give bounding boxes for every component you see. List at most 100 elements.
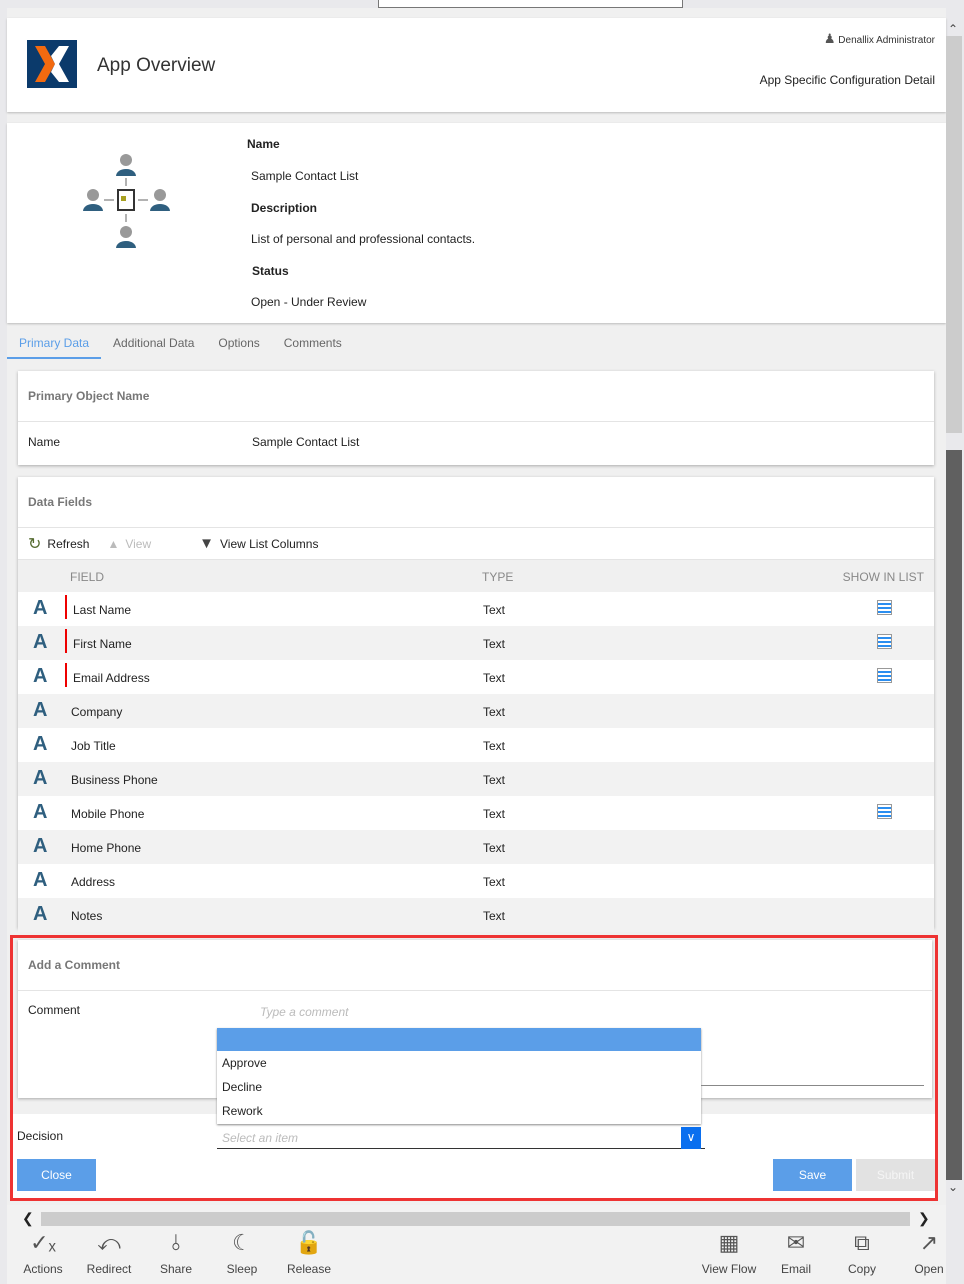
view-flow-button[interactable]: ▦ View Flow: [699, 1230, 759, 1276]
field-name: Mobile Phone: [71, 807, 145, 821]
table-row[interactable]: A Company Text: [18, 694, 934, 728]
status-value: Open - Under Review: [251, 295, 367, 309]
app-logo: [27, 40, 77, 88]
view-label: View: [125, 536, 152, 551]
decision-select[interactable]: Select an item ∨: [217, 1127, 705, 1149]
description-value: List of personal and professional contac…: [251, 232, 476, 246]
text-type-icon: A: [33, 903, 48, 925]
table-row[interactable]: A Notes Text: [18, 898, 934, 932]
show-in-list-icon: [877, 668, 892, 683]
refresh-button[interactable]: ↻ Refresh: [28, 534, 89, 554]
page-subtitle: App Specific Configuration Detail: [759, 73, 935, 87]
sleep-button[interactable]: ☾ Sleep: [212, 1230, 272, 1276]
decision-dropdown: Approve Decline Rework: [217, 1028, 701, 1124]
column-field[interactable]: FIELD: [70, 570, 105, 584]
save-button[interactable]: Save: [773, 1159, 852, 1191]
redirect-button[interactable]: ⤺ Redirect: [79, 1230, 139, 1276]
close-button[interactable]: Close: [17, 1159, 96, 1191]
tab-bar: Primary Data Additional Data Options Commen…: [7, 325, 354, 359]
primary-object-panel: Primary Object Name Name Sample Contact …: [18, 371, 934, 465]
table-row[interactable]: A Email Address Text: [18, 660, 934, 694]
column-show-in-list[interactable]: SHOW IN LIST: [842, 570, 924, 584]
name-value: Sample Contact List: [251, 169, 359, 183]
tab-additional-data[interactable]: Additional Data: [113, 336, 195, 350]
user-menu[interactable]: ♟ Denallix Administrator: [824, 31, 935, 47]
scroll-right-icon[interactable]: ❯: [918, 1210, 930, 1226]
tab-options[interactable]: Options: [218, 336, 260, 350]
open-label: Open: [914, 1262, 944, 1276]
scroll-left-icon[interactable]: ❮: [22, 1210, 34, 1226]
show-in-list-icon: [877, 600, 892, 615]
scroll-up-icon[interactable]: ⌃: [948, 22, 959, 36]
table-row[interactable]: A Job Title Text: [18, 728, 934, 762]
user-name: Denallix Administrator: [838, 35, 935, 46]
comment-label: Comment: [28, 1003, 81, 1017]
share-icon: ⫰: [171, 1230, 181, 1255]
tab-primary-data[interactable]: Primary Data: [7, 325, 102, 359]
field-type: Text: [483, 705, 506, 719]
redirect-icon: ⤺: [97, 1230, 121, 1255]
email-button[interactable]: ✉ Email: [766, 1230, 826, 1276]
text-type-icon: A: [33, 665, 48, 687]
copy-icon: ⧉: [854, 1230, 870, 1255]
table-row[interactable]: A Mobile Phone Text: [18, 796, 934, 830]
table-row[interactable]: A Business Phone Text: [18, 762, 934, 796]
table-header: FIELD TYPE SHOW IN LIST: [18, 560, 934, 592]
field-type: Text: [483, 671, 506, 685]
actions-icon: ✓ₓ: [30, 1230, 56, 1255]
field-name: Notes: [71, 909, 103, 923]
refresh-label: Refresh: [47, 536, 90, 551]
text-type-icon: A: [33, 699, 48, 721]
submit-button[interactable]: Submit: [856, 1159, 935, 1191]
email-label: Email: [780, 1262, 811, 1276]
app-diagram-icon: [82, 152, 172, 253]
decision-label: Decision: [17, 1129, 64, 1143]
scroll-down-icon[interactable]: ⌄: [948, 1180, 959, 1194]
redirect-label: Redirect: [86, 1262, 132, 1276]
table-row[interactable]: A Home Phone Text: [18, 830, 934, 864]
share-button[interactable]: ⫰ Share: [146, 1230, 206, 1276]
field-name: Business Phone: [71, 773, 158, 787]
view-button[interactable]: ▲ View: [107, 537, 151, 551]
refresh-icon: ↻: [28, 535, 42, 553]
release-label: Release: [286, 1262, 332, 1276]
table-row[interactable]: A First Name Text: [18, 626, 934, 660]
release-button[interactable]: 🔓 Release: [279, 1230, 339, 1276]
name-label: Name: [247, 137, 280, 151]
filter-icon: ▼: [199, 535, 214, 552]
app-header: [7, 18, 946, 112]
horizontal-scrollbar[interactable]: [41, 1212, 910, 1226]
show-in-list-icon: [877, 804, 892, 819]
view-list-columns-button[interactable]: ▼ View List Columns: [199, 535, 318, 552]
panel-title: Add a Comment: [18, 940, 932, 991]
field-type: Text: [483, 773, 506, 787]
tab-comments[interactable]: Comments: [283, 336, 342, 350]
object-name-value: Sample Contact List: [252, 435, 360, 449]
text-type-icon: A: [33, 631, 48, 653]
table-row[interactable]: A Last Name Text: [18, 592, 934, 626]
chevron-down-icon[interactable]: ∨: [681, 1127, 701, 1149]
text-type-icon: A: [33, 733, 48, 755]
field-type: Text: [483, 875, 506, 889]
open-button[interactable]: ↗ Open: [899, 1230, 959, 1276]
field-name: Address: [71, 875, 116, 889]
data-fields-panel: Data Fields ↻ Refresh ▲ View ▼ View List Co…: [18, 477, 934, 932]
user-icon: ♟: [823, 31, 836, 46]
field-name: First Name: [65, 629, 132, 653]
panel-title: Primary Object Name: [18, 371, 934, 422]
data-fields-toolbar: ↻ Refresh ▲ View ▼ View List Columns: [18, 528, 934, 560]
table-row[interactable]: A Address Text: [18, 864, 934, 898]
actions-button[interactable]: ✓ₓ Actions: [13, 1230, 73, 1276]
vertical-scrollbar[interactable]: ⌃ ⌄: [946, 18, 962, 1198]
description-label: Description: [251, 201, 318, 215]
scrollbar-thumb[interactable]: [946, 450, 962, 1180]
dropdown-option-blank[interactable]: [217, 1028, 701, 1051]
field-type: Text: [483, 807, 506, 821]
dropdown-option-decline[interactable]: Decline: [222, 1080, 263, 1094]
dropdown-option-rework[interactable]: Rework: [222, 1104, 263, 1118]
dropdown-option-approve[interactable]: Approve: [222, 1056, 267, 1070]
copy-button[interactable]: ⧉ Copy: [832, 1230, 892, 1276]
decision-placeholder: Select an item: [222, 1131, 299, 1145]
field-name: Job Title: [71, 739, 116, 753]
column-type[interactable]: TYPE: [482, 570, 514, 584]
